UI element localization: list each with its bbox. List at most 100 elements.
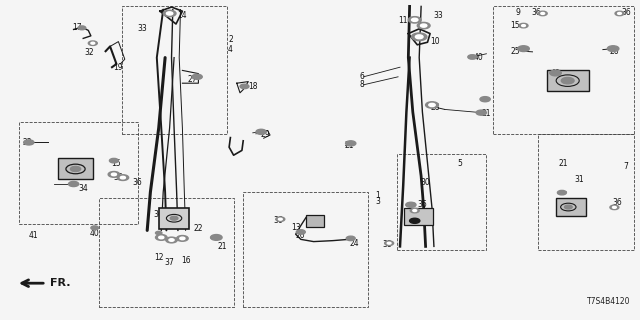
Text: 32: 32 [84, 48, 95, 57]
Bar [19, 122, 138, 224]
Circle shape [607, 46, 619, 52]
Text: 28: 28 [431, 103, 440, 112]
Text: 36: 36 [531, 8, 541, 17]
Circle shape [346, 141, 356, 146]
Text: 7: 7 [623, 162, 628, 171]
Circle shape [412, 33, 427, 41]
Text: 31: 31 [574, 175, 584, 184]
Text: 36: 36 [132, 178, 143, 187]
Circle shape [256, 129, 266, 134]
Circle shape [412, 18, 418, 21]
Bar [547, 70, 589, 91]
Circle shape [612, 206, 616, 208]
Text: 21: 21 [482, 109, 491, 118]
Text: 37: 37 [164, 258, 175, 267]
Circle shape [561, 77, 574, 84]
Text: 21: 21 [344, 141, 353, 150]
Circle shape [211, 235, 222, 240]
Text: 9: 9 [516, 8, 521, 17]
Circle shape [163, 10, 176, 17]
Text: 39: 39 [410, 216, 420, 225]
Circle shape [91, 226, 99, 230]
Circle shape [468, 55, 477, 59]
Text: 6: 6 [359, 72, 364, 81]
Text: 40: 40 [474, 53, 484, 62]
Circle shape [177, 236, 188, 241]
Text: 40: 40 [90, 229, 100, 238]
Text: 23: 23 [22, 138, 32, 147]
Circle shape [170, 216, 178, 220]
Circle shape [120, 176, 125, 179]
Circle shape [192, 74, 202, 79]
Text: 41: 41 [28, 231, 38, 240]
Circle shape [387, 242, 391, 244]
Circle shape [417, 22, 430, 29]
Circle shape [519, 23, 528, 28]
Bar [306, 215, 324, 227]
Bar [493, 6, 634, 134]
Circle shape [240, 84, 249, 89]
Text: T7S4B4120: T7S4B4120 [587, 297, 630, 306]
Circle shape [413, 210, 417, 212]
Circle shape [91, 42, 95, 44]
Text: 8: 8 [359, 80, 364, 89]
Bar [99, 198, 234, 307]
Text: 2: 2 [228, 36, 233, 44]
Text: 3: 3 [375, 197, 380, 206]
Circle shape [618, 12, 621, 14]
Circle shape [408, 17, 421, 23]
Bar [397, 154, 486, 250]
Text: 33: 33 [433, 12, 444, 20]
Bar [122, 6, 227, 134]
Text: 33: 33 [137, 24, 147, 33]
Text: 17: 17 [72, 23, 82, 32]
Bar [159, 208, 189, 229]
Text: 34: 34 [78, 184, 88, 193]
Circle shape [68, 181, 79, 187]
Text: 24: 24 [349, 239, 359, 248]
Circle shape [410, 208, 419, 213]
Circle shape [111, 173, 116, 176]
Circle shape [166, 237, 177, 243]
Circle shape [538, 11, 547, 16]
Circle shape [564, 205, 572, 209]
Circle shape [480, 97, 490, 102]
Circle shape [610, 205, 619, 210]
Circle shape [109, 158, 118, 163]
Text: 40: 40 [550, 69, 561, 78]
Circle shape [156, 235, 167, 240]
Text: 11: 11 [399, 16, 408, 25]
Circle shape [159, 236, 164, 239]
Bar [58, 158, 93, 179]
Text: 16: 16 [180, 256, 191, 265]
Circle shape [156, 231, 162, 235]
Text: 12: 12 [155, 253, 164, 262]
Text: FR.: FR. [50, 278, 70, 288]
Circle shape [276, 217, 285, 221]
Text: 26: 26 [609, 47, 620, 56]
Circle shape [615, 11, 624, 16]
Circle shape [24, 140, 34, 145]
Text: 21: 21 [559, 159, 568, 168]
Circle shape [169, 239, 174, 241]
Circle shape [426, 102, 438, 108]
Text: 21: 21 [218, 242, 227, 251]
Circle shape [522, 25, 525, 27]
Circle shape [541, 12, 545, 14]
Text: 29: 29 [260, 130, 271, 139]
Circle shape [420, 24, 427, 27]
Circle shape [278, 218, 282, 220]
Text: 14: 14 [177, 12, 188, 20]
Circle shape [180, 237, 185, 240]
Bar [243, 192, 368, 307]
Circle shape [550, 70, 561, 76]
Circle shape [78, 26, 86, 30]
Text: 30: 30 [420, 178, 431, 187]
Text: 36: 36 [621, 8, 631, 17]
Circle shape [429, 103, 435, 107]
Circle shape [557, 190, 566, 195]
Circle shape [406, 202, 416, 207]
Text: 13: 13 [291, 223, 301, 232]
Circle shape [166, 12, 173, 15]
Circle shape [415, 35, 423, 39]
